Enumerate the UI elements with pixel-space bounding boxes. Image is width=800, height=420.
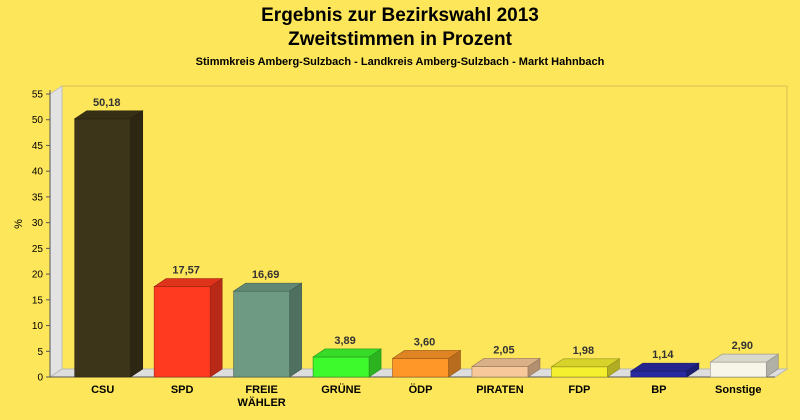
bar xyxy=(471,366,529,378)
bar xyxy=(709,361,767,378)
y-axis-label: % xyxy=(13,219,25,229)
data-label: 3,60 xyxy=(414,336,435,348)
x-tick-label: WÄHLER xyxy=(237,396,285,409)
plot-area: 0 5 10 15 20 25 30 35 40 45 50 55 50,18 CSU 17,57 SPD 16… xyxy=(32,85,789,409)
y-tick-label: 55 xyxy=(32,90,44,101)
bar-top xyxy=(153,278,224,287)
x-tick-label: BP xyxy=(651,384,666,396)
y-tick-label: 35 xyxy=(32,192,44,203)
chart-title-line2: Zweitstimmen in Prozent xyxy=(288,29,512,50)
data-label: 17,57 xyxy=(172,265,200,277)
x-tick-label: FREIE xyxy=(245,384,277,396)
bar xyxy=(74,118,132,378)
y-tick-label: 15 xyxy=(32,295,44,306)
bar xyxy=(630,370,688,378)
data-label: 3,89 xyxy=(334,335,355,347)
data-label: 1,14 xyxy=(652,349,674,361)
bar-top xyxy=(73,110,144,120)
side-wall xyxy=(49,85,63,378)
bar-top xyxy=(550,358,621,368)
y-tick-label: 50 xyxy=(32,115,44,126)
x-tick-label: PIRATEN xyxy=(476,384,524,396)
y-tick-label: 30 xyxy=(32,218,44,229)
x-tick-label: FDP xyxy=(568,384,590,396)
data-label: 50,18 xyxy=(93,97,121,109)
y-tick-label: 40 xyxy=(32,167,44,178)
data-label: 2,90 xyxy=(732,340,753,352)
bar-top xyxy=(470,358,541,367)
bar xyxy=(551,366,608,378)
bar-top xyxy=(232,282,303,292)
y-tick-label: 0 xyxy=(37,373,43,384)
bar xyxy=(153,286,211,378)
bar-top xyxy=(629,362,700,372)
bar-top xyxy=(709,353,780,363)
y-tick-label: 5 xyxy=(37,347,43,358)
chart-title: Ergebnis zur Bezirkswahl 2013 xyxy=(261,5,539,26)
chart-subtitle: Stimmkreis Amberg-Sulzbach - Landkreis A… xyxy=(196,56,605,68)
x-tick-label: ÖDP xyxy=(409,383,433,396)
bar xyxy=(312,356,370,378)
y-tick-label: 25 xyxy=(32,244,44,255)
bar-top xyxy=(391,350,462,359)
y-tick-label: 20 xyxy=(32,270,44,281)
data-label: 1,98 xyxy=(573,345,594,357)
data-label: 16,69 xyxy=(252,269,280,281)
x-tick-label: SPD xyxy=(171,384,194,396)
data-label: 2,05 xyxy=(493,344,514,356)
bar-side xyxy=(209,278,223,378)
y-tick-label: 10 xyxy=(32,321,44,332)
bar-side xyxy=(289,282,302,378)
bar xyxy=(233,290,290,378)
bar-top xyxy=(312,348,383,358)
x-tick-label: GRÜNE xyxy=(321,383,361,396)
bar-side xyxy=(130,110,144,378)
x-tick-label: CSU xyxy=(91,384,114,396)
y-tick-label: 45 xyxy=(32,141,44,152)
bar xyxy=(392,358,449,378)
x-tick-label: Sonstige xyxy=(715,384,761,396)
